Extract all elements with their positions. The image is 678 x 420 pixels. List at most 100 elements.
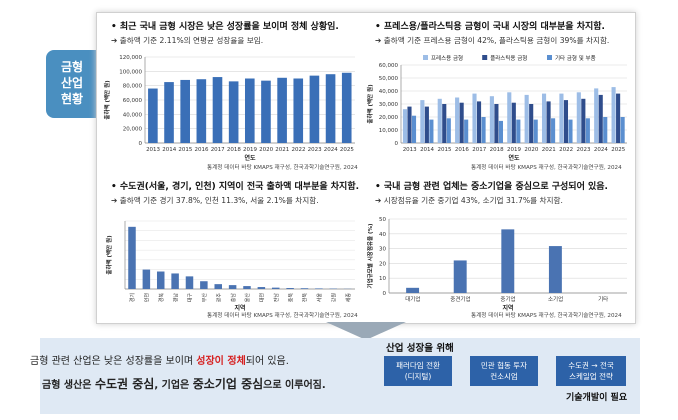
x-tick-label: 2025 (611, 147, 625, 153)
y-tick-label: 30 (379, 247, 386, 253)
section-firm-size: • 국내 금형 관련 업체는 중소기업을 중심으로 구성되어 있음. ➔ 시장점… (375, 179, 608, 206)
conclusion-text: 기술개발이 필요 (566, 393, 628, 403)
bar (437, 98, 442, 143)
source-note-2: 통계청 데이터 바탕 KMAPS 재구성, 한국과학기술연구원, 2024 (471, 165, 622, 171)
x-tick-label: 광주 (215, 293, 222, 303)
legend-swatch (547, 55, 552, 60)
x-tick-label: 2016 (455, 147, 469, 153)
summary-emphasis: 중소기업 중심 (192, 377, 264, 391)
bar (511, 102, 516, 143)
bar (551, 118, 556, 143)
bar (286, 288, 294, 289)
x-tick-label: 2024 (324, 147, 338, 153)
section-types-sub: ➔ 출하액 기준 프레스용 금형이 42%, 플라스틱용 금형이 39%를 차지… (375, 36, 610, 45)
x-tick-label: 2023 (308, 147, 322, 153)
section-tab: 금형 산업 현황 (46, 50, 98, 118)
chart-mold-types: 0 10,000 20,000 30,000 40,000 50,000 60,000 201… (366, 54, 627, 161)
bar (257, 287, 266, 289)
strategy-box-scaleup: 수도권 → 전국 스케일업 전략 (556, 356, 626, 386)
x-tick-label: 2021 (275, 147, 289, 153)
x-axis-title: 지역 (234, 304, 245, 311)
y-tick-label: 50 (379, 217, 386, 223)
y-tick-label: 60,000 (379, 63, 399, 69)
x-tick-label: 대기업 (405, 295, 420, 303)
bar (546, 101, 551, 143)
y-tick-label: 60,000 (123, 98, 143, 104)
bar (563, 100, 569, 143)
strategy-label: 패러다임 전환 (396, 361, 440, 370)
bar (228, 81, 239, 143)
bar (559, 93, 564, 143)
down-arrow-icon (326, 322, 406, 340)
summary-text: 되어 있음. (245, 356, 289, 367)
strategy-label: 민관 협동 투자 (480, 361, 528, 370)
x-tick-label: 2013 (146, 147, 160, 153)
bar (212, 77, 223, 143)
bar (576, 92, 581, 143)
bar (529, 104, 534, 143)
y-tick-label: 10,000 (379, 128, 399, 134)
bar (524, 94, 529, 143)
strategy-label: 스케일업 전략 (569, 372, 613, 381)
source-note-3: 통계청 데이터 바탕 KMAPS 재구성, 한국과학기술연구원, 2024 (207, 313, 358, 319)
x-tick-label: 충북 (287, 293, 294, 303)
y-tick-label: 40 (379, 232, 386, 238)
x-tick-label: 대전 (259, 293, 266, 303)
legend-label: 프레스용 금형 (431, 54, 463, 62)
x-tick-label: 경남 (172, 293, 179, 303)
bar (406, 287, 420, 293)
strategy-label: (디지털) (404, 372, 432, 381)
bar (568, 119, 573, 143)
x-axis-title: 지역 (502, 304, 513, 311)
y-tick-label: 50,000 (379, 76, 399, 82)
bar (489, 96, 494, 143)
bar (446, 118, 451, 143)
bar (429, 119, 434, 143)
x-tick-label: 충남 (230, 293, 237, 303)
x-tick-label: 2021 (542, 147, 556, 153)
bar (516, 119, 521, 143)
strategy-label: 컨소시엄 (490, 372, 518, 381)
section-growth: • 최근 국내 금형 시장은 낮은 성장률을 보이며 정체 상황임. ➔ 출하액… (111, 19, 339, 46)
y-tick-label: 20,000 (379, 115, 399, 121)
bar (464, 119, 469, 143)
bar (424, 106, 429, 143)
x-tick-label: 2014 (162, 147, 176, 153)
summary-text: 으로 이루어짐. (263, 380, 326, 391)
content-panel: • 최근 국내 금형 시장은 낮은 성장률을 보이며 정체 상황임. ➔ 출하액… (96, 12, 636, 324)
bar (185, 276, 194, 289)
bar (494, 104, 499, 143)
summary-text: , 기업은 (154, 380, 193, 391)
x-tick-label: 2024 (594, 147, 608, 153)
bar (598, 94, 603, 143)
bar (277, 77, 287, 143)
bar (325, 74, 336, 143)
x-tick-label: 소기업 (548, 295, 563, 303)
source-note-1: 통계청 데이터 바탕 KMAPS 재구성, 한국과학기술연구원, 2024 (207, 165, 358, 171)
x-axis-title: 연도 (244, 154, 256, 161)
x-tick-label: 경북 (158, 293, 165, 303)
x-tick-label: 중견기업 (450, 295, 470, 303)
strategy-box-consortium: 민관 협동 투자 컨소시엄 (470, 356, 538, 386)
x-tick-label: 2016 (195, 147, 209, 153)
x-tick-label: 2022 (291, 147, 305, 153)
x-tick-label: 세종 (345, 293, 352, 303)
growth-heading: 산업 성장을 위해 (386, 343, 454, 354)
y-tick-label: 40,000 (123, 112, 143, 118)
bar (620, 117, 625, 143)
x-tick-label: 대구 (187, 293, 194, 303)
bar (402, 109, 408, 143)
x-tick-label: 2017 (472, 147, 486, 153)
y-tick-label: 40,000 (379, 89, 399, 95)
bar (164, 82, 174, 143)
x-tick-label: 울산 (244, 293, 251, 303)
strategy-box-digital: 패러다임 전환 (디지털) (384, 356, 452, 386)
summary-text: 금형 관련 산업은 낮은 성장률을 보이며 (30, 356, 197, 367)
x-tick-label: 2018 (490, 147, 504, 153)
y-tick-label: 100,000 (119, 69, 142, 75)
summary-highlight: 성장이 정체 (196, 356, 246, 367)
bar (616, 93, 621, 143)
x-tick-label: 부산 (201, 293, 208, 303)
